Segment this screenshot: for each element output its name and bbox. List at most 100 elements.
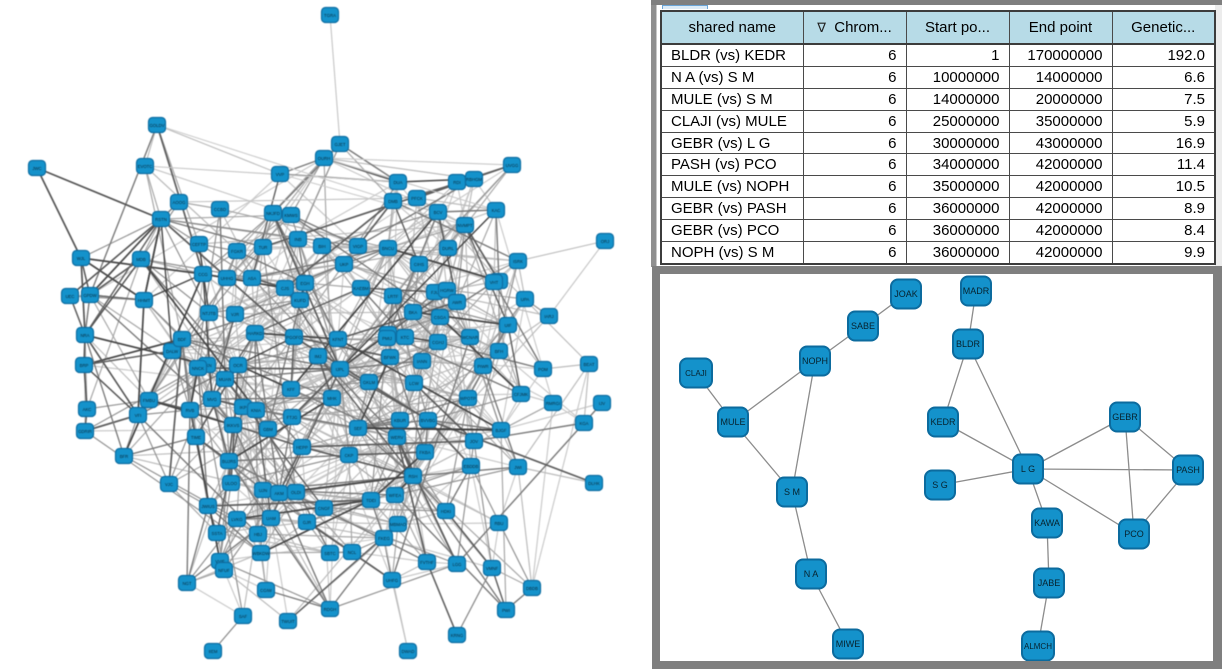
svg-text:KMWS: KMWS: [284, 213, 298, 218]
svg-text:HHMT: HHMT: [138, 298, 151, 303]
svg-text:NOPH: NOPH: [802, 356, 828, 366]
svg-text:CNGF: CNGF: [318, 506, 331, 511]
svg-text:DBDB: DBDB: [526, 586, 538, 591]
svg-text:WJL: WJL: [77, 256, 86, 261]
svg-text:KGA: KGA: [579, 421, 588, 426]
svg-text:BDF: BDF: [178, 337, 187, 342]
svg-text:UIF: UIF: [505, 323, 512, 328]
svg-text:CLAJI: CLAJI: [685, 369, 707, 378]
svg-text:BJGF: BJGF: [496, 428, 507, 433]
svg-text:WCNAR: WCNAR: [462, 335, 478, 340]
svg-text:ULOO: ULOO: [225, 481, 238, 486]
svg-text:POM: POM: [538, 367, 548, 372]
svg-text:NGT: NGT: [182, 581, 191, 586]
svg-text:GPDW: GPDW: [83, 293, 97, 298]
svg-text:BFR: BFR: [120, 454, 129, 459]
svg-text:CCBD: CCBD: [214, 207, 226, 212]
svg-text:IJPL: IJPL: [336, 367, 345, 372]
svg-text:MDB: MDB: [136, 257, 146, 262]
svg-text:MBMAO: MBMAO: [390, 522, 407, 527]
svg-text:VFI: VFI: [135, 413, 142, 418]
svg-text:NRA: NRA: [80, 333, 89, 338]
svg-text:CGHJ: CGHJ: [432, 340, 444, 345]
svg-text:KAC: KAC: [492, 208, 501, 213]
svg-text:GOLDV: GOLDV: [149, 123, 164, 128]
svg-text:EBDDB: EBDDB: [464, 464, 479, 469]
svg-text:CEFTP: CEFTP: [192, 242, 206, 247]
svg-text:GBM: GBM: [263, 427, 273, 432]
svg-text:RDI: RDI: [453, 180, 460, 185]
svg-text:UVGG: UVGG: [506, 163, 519, 168]
svg-text:WFEA: WFEA: [389, 493, 402, 498]
svg-text:EGH: EGH: [300, 281, 309, 286]
svg-text:AKM: AKM: [274, 491, 284, 496]
svg-text:BVVBG: BVVBG: [421, 418, 436, 423]
svg-text:SBTC: SBTC: [324, 551, 335, 556]
svg-text:HEPP: HEPP: [296, 445, 308, 450]
svg-text:RVB: RVB: [186, 408, 195, 413]
svg-text:OURH: OURH: [318, 156, 331, 161]
svg-text:UJN: UJN: [259, 488, 267, 493]
svg-text:HDKI: HDKI: [441, 509, 451, 514]
svg-text:RBU: RBU: [494, 521, 503, 526]
svg-text:SSTA: SSTA: [212, 531, 223, 536]
svg-text:AOOG: AOOG: [173, 200, 187, 205]
svg-text:VVIF: VVIF: [215, 559, 225, 564]
svg-text:HGRW: HGRW: [440, 288, 454, 293]
svg-text:MHK: MHK: [327, 396, 337, 401]
svg-text:GJR: GJR: [303, 520, 312, 525]
svg-text:DLHK: DLHK: [588, 481, 600, 486]
svg-text:PWI: PWI: [502, 608, 510, 613]
svg-text:WBKDW: WBKDW: [253, 551, 271, 556]
svg-text:AKC: AKC: [83, 407, 92, 412]
svg-text:IKP: IKP: [240, 405, 247, 410]
svg-text:UPA: UPA: [521, 297, 530, 302]
svg-text:KRNG: KRNG: [451, 633, 464, 638]
svg-text:TIME: TIME: [191, 435, 201, 440]
svg-text:SAF: SAF: [239, 614, 248, 619]
svg-text:MADR: MADR: [963, 286, 990, 296]
svg-text:DWAD: DWAD: [402, 649, 415, 654]
svg-text:GKLM: GKLM: [363, 380, 376, 385]
svg-text:PFCK: PFCK: [411, 196, 423, 201]
svg-text:RSH: RSH: [408, 474, 417, 479]
svg-text:FJIJ: FJIJ: [431, 290, 439, 295]
svg-text:JOAK: JOAK: [894, 289, 918, 299]
svg-text:KBUR: KBUR: [394, 418, 406, 423]
svg-text:IKKVS: IKKVS: [227, 423, 240, 428]
svg-text:FTJG: FTJG: [287, 415, 298, 420]
svg-text:BEAT: BEAT: [584, 362, 595, 367]
svg-text:VHT: VHT: [490, 280, 499, 285]
svg-text:UHHG: UHHG: [221, 276, 234, 281]
svg-text:MULE: MULE: [720, 417, 745, 427]
svg-text:ORJ: ORJ: [601, 239, 610, 244]
svg-text:BRP: BRP: [80, 363, 89, 368]
svg-text:NTJTB: NTJTB: [202, 311, 216, 316]
svg-text:FKEG: FKEG: [378, 536, 390, 541]
svg-text:VJR: VJR: [231, 312, 239, 317]
svg-text:OLDI: OLDI: [291, 490, 301, 495]
svg-text:OCR: OCR: [233, 363, 243, 368]
svg-text:JABE: JABE: [1038, 578, 1061, 588]
svg-text:EVOTC: EVOTC: [138, 164, 153, 169]
svg-text:IJV: IJV: [599, 401, 605, 406]
svg-text:CSGA: CSGA: [434, 315, 446, 320]
svg-text:IMJ: IMJ: [315, 354, 322, 359]
svg-text:RMRGI: RMRGI: [546, 401, 560, 406]
svg-text:KFF: KFF: [287, 387, 295, 392]
svg-text:FVTHF: FVTHF: [420, 560, 434, 565]
svg-text:AWR: AWR: [452, 300, 462, 305]
svg-text:NVMPT: NVMPT: [457, 223, 472, 228]
svg-text:VIGP: VIGP: [353, 244, 363, 249]
svg-text:CFJMK: CFJMK: [514, 392, 528, 397]
svg-text:JWI: JWI: [514, 465, 521, 470]
svg-text:IANN: IANN: [417, 359, 427, 364]
svg-text:JOV: JOV: [470, 439, 478, 444]
svg-text:IIEM: IIEM: [209, 649, 218, 654]
svg-text:WERV: WERV: [391, 435, 404, 440]
svg-text:WPOTP: WPOTP: [460, 396, 476, 401]
svg-text:PGOFO: PGOFO: [286, 335, 302, 340]
svg-text:S G: S G: [932, 480, 948, 490]
svg-text:NCL: NCL: [348, 550, 357, 555]
svg-text:JWIUS: JWIUS: [201, 504, 215, 509]
